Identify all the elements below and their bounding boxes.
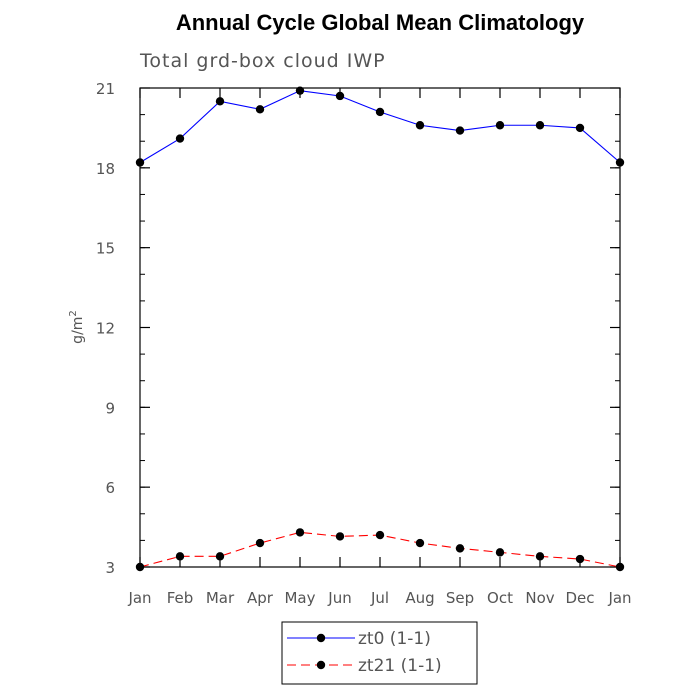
- data-point: [615, 158, 625, 167]
- x-tick-label: Mar: [206, 589, 235, 607]
- data-point: [575, 123, 585, 133]
- data-point: [295, 528, 305, 537]
- x-tick-label: Jan: [607, 589, 631, 607]
- x-tick-label: Dec: [565, 589, 594, 607]
- y-axis: 3 6 9 12 15 18 21: [96, 80, 620, 577]
- data-point: [615, 562, 625, 572]
- y-tick-label: 12: [96, 320, 115, 338]
- x-tick-label: Aug: [405, 589, 434, 607]
- x-tick-label: Apr: [247, 589, 274, 607]
- y-tick-label: 21: [96, 80, 115, 98]
- legend: zt0 (1-1) zt21 (1-1): [281, 621, 478, 685]
- data-point: [135, 562, 145, 572]
- y-tick-label: 9: [105, 399, 115, 417]
- x-tick-label: Jan: [127, 589, 151, 607]
- chart-subtitle: Total grd-box cloud IWP: [139, 50, 386, 72]
- legend-box: [281, 621, 478, 685]
- data-point: [495, 548, 505, 557]
- data-point: [575, 554, 585, 564]
- data-point: [535, 552, 545, 561]
- x-tick-label: May: [284, 589, 315, 607]
- data-point: [375, 530, 385, 540]
- y-axis-label-superscript: 2: [68, 310, 79, 316]
- data-point: [375, 107, 385, 117]
- x-tick-label: Nov: [525, 589, 554, 607]
- data-point: [415, 538, 425, 548]
- legend-label-1: zt21 (1-1): [358, 656, 442, 676]
- legend-label-0: zt0 (1-1): [358, 629, 431, 649]
- data-point: [415, 121, 425, 130]
- series-line-0: [139, 90, 621, 163]
- x-tick-label: Jul: [370, 589, 389, 607]
- plot-frame: [139, 87, 621, 568]
- data-point: [295, 86, 305, 95]
- legend-marker-0: [316, 633, 326, 643]
- data-point: [535, 121, 545, 130]
- legend-marker-1: [316, 660, 326, 670]
- y-tick-label: 6: [105, 479, 115, 497]
- data-point: [135, 158, 145, 167]
- data-point: [495, 121, 505, 130]
- data-point: [215, 552, 225, 561]
- data-point: [175, 552, 185, 561]
- x-tick-label: Sep: [446, 589, 474, 607]
- data-point: [255, 538, 265, 548]
- x-tick-label: Feb: [167, 589, 194, 607]
- x-axis: Jan Feb Mar Apr May Jun Jul Aug Sep Oct Nov Dec Jan: [127, 88, 632, 607]
- y-tick-label: 3: [105, 559, 115, 577]
- y-tick-label: 18: [96, 160, 115, 178]
- data-point: [335, 91, 345, 101]
- data-point: [455, 126, 465, 135]
- x-tick-label: Jun: [327, 589, 351, 607]
- y-axis-label: g/m2: [68, 310, 86, 344]
- data-point: [455, 544, 465, 553]
- series-layer: [135, 86, 625, 572]
- data-point: [335, 532, 345, 541]
- data-point: [175, 134, 185, 143]
- x-tick-label: Oct: [487, 589, 513, 607]
- y-tick-label: 15: [96, 240, 115, 258]
- chart-title: Annual Cycle Global Mean Climatology: [176, 10, 585, 35]
- data-point: [255, 105, 265, 114]
- data-point: [215, 97, 225, 106]
